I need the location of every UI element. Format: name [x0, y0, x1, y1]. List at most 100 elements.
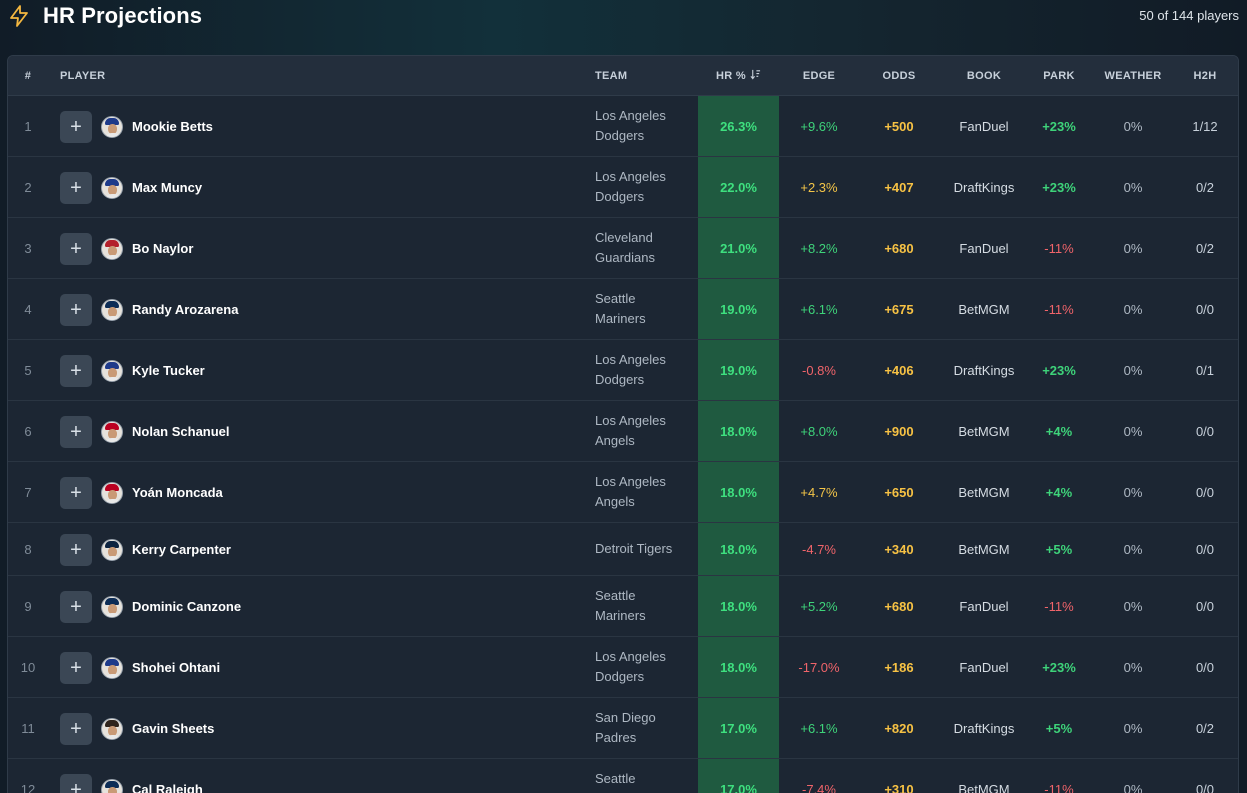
book-cell: BetMGM [958, 301, 1010, 317]
add-player-button[interactable]: + [60, 713, 92, 745]
column-rank[interactable]: # [24, 70, 32, 82]
table-row[interactable]: 2 + Max Muncy Los Angeles Dodgers 22.0% +… [8, 157, 1238, 218]
odds-cell: +310 [884, 781, 914, 793]
table-row[interactable]: 4 + Randy Arozarena Seattle Mariners 19.0… [8, 279, 1238, 340]
add-player-button[interactable]: + [60, 111, 92, 143]
team-cell: Seattle Mariners [595, 576, 695, 636]
rank-cell: 9 [24, 598, 32, 614]
table-row[interactable]: 11 + Gavin Sheets San Diego Padres 17.0% … [8, 698, 1238, 759]
park-cell: -11% [1044, 781, 1074, 793]
player-name[interactable]: Mookie Betts [132, 118, 213, 134]
h2h-cell: 0/1 [1195, 362, 1215, 378]
player-name-cell[interactable]: Nolan Schanuel [132, 401, 432, 461]
team-line2: Guardians [595, 250, 655, 265]
player-name-cell[interactable]: Kyle Tucker [132, 340, 432, 400]
table-row[interactable]: 7 + Yoán Moncada Los Angeles Angels 18.0%… [8, 462, 1238, 523]
player-name-cell[interactable]: Max Muncy [132, 157, 432, 217]
player-name[interactable]: Randy Arozarena [132, 301, 239, 317]
team-line1: Seattle [595, 291, 636, 306]
column-hr[interactable]: HR % [698, 56, 779, 96]
player-name-cell[interactable]: Randy Arozarena [132, 279, 432, 339]
hr-percent-cell: 18.0% [720, 598, 757, 614]
player-name[interactable]: Kerry Carpenter [132, 541, 231, 557]
column-weather[interactable]: WEATHER [1104, 70, 1162, 82]
add-player-button[interactable]: + [60, 534, 92, 566]
player-name[interactable]: Nolan Schanuel [132, 423, 230, 439]
player-headshot-icon [101, 657, 123, 679]
hr-percent-cell: 19.0% [720, 362, 757, 378]
h2h-cell: 0/2 [1195, 720, 1215, 736]
team-line1: Los Angeles [595, 108, 666, 123]
player-name[interactable]: Bo Naylor [132, 240, 194, 256]
team-cell: Detroit Tigers [595, 523, 695, 575]
player-name[interactable]: Yoán Moncada [132, 484, 223, 500]
weather-cell: 0% [1123, 301, 1143, 317]
player-name-cell[interactable]: Dominic Canzone [132, 576, 432, 636]
player-name-cell[interactable]: Gavin Sheets [132, 698, 432, 758]
table-row[interactable]: 9 + Dominic Canzone Seattle Mariners 18.0… [8, 576, 1238, 637]
player-name[interactable]: Dominic Canzone [132, 598, 242, 614]
team-line1: Los Angeles [595, 352, 666, 367]
edge-cell: -17.0% [798, 659, 840, 675]
add-player-button[interactable]: + [60, 416, 92, 448]
weather-cell: 0% [1123, 240, 1143, 256]
team-line1: Cleveland [595, 230, 653, 245]
add-player-button[interactable]: + [60, 477, 92, 509]
team-line2: Mariners [595, 311, 646, 326]
add-player-button[interactable]: + [60, 591, 92, 623]
column-book[interactable]: BOOK [966, 70, 1002, 82]
player-name[interactable]: Shohei Ohtani [132, 659, 221, 675]
player-name-cell[interactable]: Bo Naylor [132, 218, 432, 278]
player-name-cell[interactable]: Kerry Carpenter [132, 523, 432, 575]
add-player-button[interactable]: + [60, 355, 92, 387]
table-row[interactable]: 8 + Kerry Carpenter Detroit Tigers 18.0%… [8, 523, 1238, 576]
weather-cell: 0% [1123, 423, 1143, 439]
player-name-cell[interactable]: Yoán Moncada [132, 462, 432, 522]
add-player-button[interactable]: + [60, 774, 92, 793]
book-cell: FanDuel [959, 598, 1009, 614]
player-name[interactable]: Kyle Tucker [132, 362, 205, 378]
table-row[interactable]: 5 + Kyle Tucker Los Angeles Dodgers 19.0%… [8, 340, 1238, 401]
player-name-cell[interactable]: Mookie Betts [132, 96, 432, 156]
hr-percent-cell: 22.0% [720, 179, 757, 195]
park-cell: -11% [1044, 240, 1074, 256]
column-odds[interactable]: ODDS [882, 70, 916, 82]
odds-cell: +500 [884, 118, 914, 134]
column-park[interactable]: PARK [1043, 70, 1075, 82]
rank-cell: 12 [20, 781, 36, 793]
team-line1: Detroit Tigers [595, 541, 673, 556]
weather-cell: 0% [1123, 541, 1143, 557]
player-name[interactable]: Max Muncy [132, 179, 203, 195]
odds-cell: +407 [884, 179, 914, 195]
table-row[interactable]: 3 + Bo Naylor Cleveland Guardians 21.0% +… [8, 218, 1238, 279]
column-h2h[interactable]: H2H [1193, 70, 1217, 82]
table-row[interactable]: 6 + Nolan Schanuel Los Angeles Angels 18.… [8, 401, 1238, 462]
player-name-cell[interactable]: Cal Raleigh [132, 759, 432, 793]
plus-icon: + [70, 718, 82, 740]
hr-percent-cell: 17.0% [720, 781, 757, 793]
column-edge[interactable]: EDGE [802, 70, 836, 82]
park-cell: -11% [1044, 301, 1074, 317]
odds-cell: +820 [884, 720, 914, 736]
plus-icon: + [70, 238, 82, 260]
hr-percent-cell: 18.0% [720, 659, 757, 675]
column-player[interactable]: PLAYER [60, 70, 106, 82]
h2h-cell: 1/12 [1192, 118, 1218, 134]
column-team[interactable]: TEAM [595, 70, 628, 82]
table-row[interactable]: 12 + Cal Raleigh Seattle Mariners 17.0% -… [8, 759, 1238, 793]
player-headshot-icon [101, 596, 123, 618]
team-line1: Los Angeles [595, 169, 666, 184]
player-name[interactable]: Gavin Sheets [132, 720, 215, 736]
odds-cell: +650 [884, 484, 914, 500]
add-player-button[interactable]: + [60, 652, 92, 684]
table-row[interactable]: 1 + Mookie Betts Los Angeles Dodgers 26.3… [8, 96, 1238, 157]
add-player-button[interactable]: + [60, 294, 92, 326]
lightning-bolt-icon [10, 5, 28, 27]
add-player-button[interactable]: + [60, 233, 92, 265]
player-headshot-icon [101, 299, 123, 321]
player-name-cell[interactable]: Shohei Ohtani [132, 637, 432, 697]
add-player-button[interactable]: + [60, 172, 92, 204]
table-row[interactable]: 10 + Shohei Ohtani Los Angeles Dodgers 18… [8, 637, 1238, 698]
player-name[interactable]: Cal Raleigh [132, 781, 203, 793]
weather-cell: 0% [1123, 362, 1143, 378]
